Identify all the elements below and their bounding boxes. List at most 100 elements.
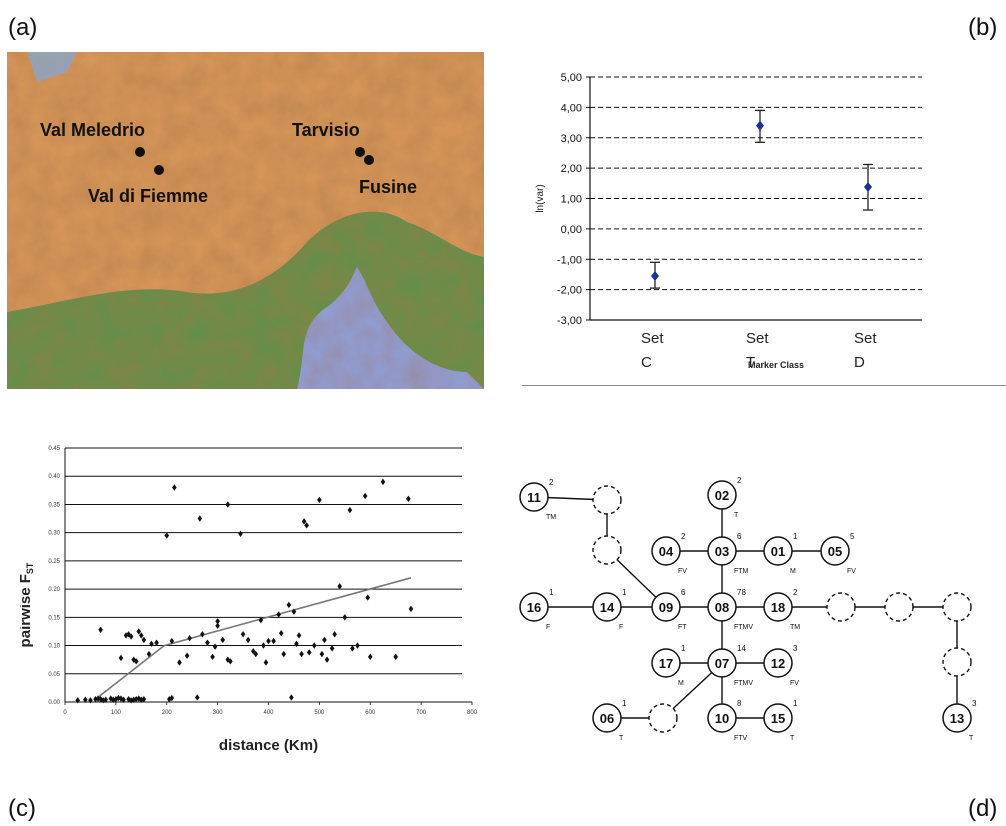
chart-c-point: [362, 492, 368, 500]
chart-c-point: [184, 652, 190, 659]
chart-c-point: [220, 636, 226, 644]
chart-b-ylabel: ln(var): [535, 184, 546, 212]
network-node-count: 2: [681, 532, 686, 541]
network-node-code: FT: [678, 624, 687, 631]
network-node: [707, 648, 737, 678]
network-node-id: 03: [715, 544, 729, 559]
network-node: [592, 703, 622, 733]
chart-c-axes: 0.00 0.05 0.10 0.15 0.20 0.25 0.30 0.35 0.40 0.45…: [20, 446, 478, 754]
network-node-count: 14: [737, 644, 746, 653]
network-hypothetical-node: [942, 647, 972, 677]
network-node-code: FV: [847, 568, 856, 575]
chart-b-category-code: C: [641, 354, 652, 371]
network-hypothetical-node: [826, 592, 856, 622]
network-node-count: 1: [622, 699, 627, 708]
network-node-code: T: [619, 735, 624, 740]
chart-c-point: [98, 626, 103, 633]
network-node: [763, 703, 793, 733]
place-marker-fusine: [364, 155, 374, 165]
chart-c-trendline: [95, 577, 412, 700]
chart-c-point: [187, 635, 192, 642]
chart-c-point: [306, 649, 312, 656]
chart-c-point: [154, 639, 159, 646]
network-hypothetical-node: [942, 592, 972, 622]
chart-b-category-code: T: [746, 354, 755, 371]
chart-c-point: [324, 656, 330, 663]
chart-b-xlabel: Marker Class: [748, 360, 804, 370]
chart-c-point: [212, 643, 218, 650]
chart-c-point: [286, 601, 292, 609]
network-node: [592, 592, 622, 622]
network-node: [651, 536, 681, 566]
chart-c-point: [172, 484, 177, 491]
chart-c-point: [149, 640, 154, 648]
chart-c-ytick-label: 0.10: [48, 644, 60, 650]
network-hypothetical-node: [592, 535, 622, 565]
network-node-code: FTV: [734, 735, 748, 740]
chart-b-ytick-label: -3,00: [557, 315, 582, 327]
chart-c-point: [164, 532, 170, 539]
network-node-code: TM: [790, 624, 800, 631]
chart-c-point: [126, 631, 131, 638]
network-node: [763, 648, 793, 678]
chart-b-ytick-label: 2,00: [561, 163, 582, 175]
relief-map: Val Meledrio Val di Fiemme Tarvisio Fusi…: [7, 52, 484, 389]
network-node-id: 13: [950, 711, 964, 726]
chart-c-point: [210, 653, 215, 661]
chart-c-point: [225, 501, 231, 508]
chart-c-xtick-label: 0: [63, 710, 67, 716]
chart-c-point: [205, 639, 210, 646]
place-marker-tarvisio: [355, 147, 365, 157]
panel-label-a: (a): [8, 14, 38, 41]
network-node-count: 1: [681, 644, 686, 653]
network-node: [942, 703, 972, 733]
chart-c-point: [294, 640, 299, 648]
chart-c-point: [296, 632, 302, 639]
chart-c-point: [317, 496, 322, 504]
chart-c-point: [311, 642, 317, 649]
chart-c-xtick-label: 700: [416, 710, 427, 716]
network-node-code: TM: [546, 514, 556, 521]
chart-c-xtick-label: 400: [263, 710, 274, 716]
network-node-code: T: [969, 735, 974, 740]
network-node-id: 11: [527, 490, 541, 505]
chart-b-category-label: Set: [746, 330, 769, 347]
chart-b-point: [756, 120, 764, 131]
chart-b-point: [651, 270, 659, 281]
haplotype-network: 112TM022T042FV036FTM011M055FV161F141F096…: [519, 476, 977, 740]
place-marker-val-meledrio: [135, 147, 145, 157]
network-node-id: 10: [715, 711, 729, 726]
network-node-count: 1: [793, 532, 798, 541]
network-node-id: 07: [715, 656, 729, 671]
map-lake: [27, 52, 77, 82]
network-node-count: 6: [737, 532, 742, 541]
place-label-val-di-fiemme: Val di Fiemme: [88, 186, 208, 206]
chart-b-ytick-label: 4,00: [561, 102, 582, 114]
chart-c-point: [299, 650, 304, 658]
network-node: [707, 592, 737, 622]
place-marker-val-di-fiemme: [154, 165, 164, 175]
chart-c-xtick-label: 500: [314, 710, 325, 716]
network-node-count: 2: [793, 588, 798, 597]
chart-b-grid: [590, 76, 922, 291]
chart-c-marks: [75, 478, 414, 704]
network-node-code: M: [678, 680, 684, 687]
chart-c-point: [240, 631, 246, 638]
network-node-count: 1: [793, 699, 798, 708]
chart-c-point: [342, 614, 348, 621]
chart-c-point: [263, 659, 269, 666]
chart-c-ytick-label: 0.40: [48, 474, 60, 480]
chart-c-point: [118, 654, 124, 662]
chart-c-point: [250, 648, 256, 655]
network-node-count: 1: [549, 588, 554, 597]
chart-c-xtick-label: 100: [111, 710, 122, 716]
network-node-code: F: [619, 624, 623, 631]
chart-ln-var: 5,00 4,00 3,00 2,00 1,00 0,00 -1,00 -2,00 -3,00 l…: [535, 72, 922, 371]
chart-c-point: [238, 530, 243, 537]
chart-c-point: [355, 642, 360, 649]
chart-b-category-label: Set: [854, 330, 877, 347]
panel-label-c: (c): [8, 795, 36, 822]
chart-c-ytick-label: 0.25: [48, 559, 60, 565]
chart-c-point: [245, 636, 251, 644]
network-node-code: F: [546, 624, 550, 631]
